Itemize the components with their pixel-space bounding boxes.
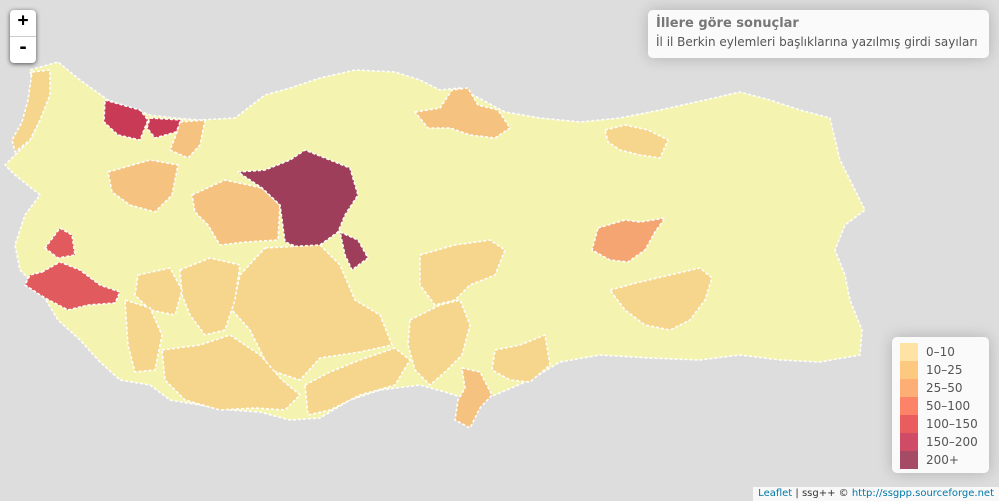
legend-swatch [900, 379, 918, 397]
info-subtitle: İl il Berkin eylemleri başlıklarına yazı… [656, 35, 978, 49]
legend-row: 25–50 [900, 379, 981, 397]
province-denizli[interactable] [124, 299, 163, 373]
leaflet-link[interactable]: Leaflet [758, 488, 793, 499]
legend-label: 25–50 [926, 381, 963, 395]
legend-swatch [900, 343, 918, 361]
zoom-control: + - [10, 10, 36, 63]
legend-row: 100–150 [900, 415, 981, 433]
info-title: İllere göre sonuçlar [656, 16, 799, 31]
ssgpp-link[interactable]: http://ssgpp.sourceforge.net [851, 488, 994, 499]
attribution-bar: Leaflet | ssg++ © http://ssgpp.sourcefor… [753, 487, 999, 501]
legend-label: 0–10 [926, 345, 955, 359]
province-konya[interactable] [231, 244, 393, 381]
info-panel: İllere göre sonuçlar İl il Berkin eyleml… [648, 10, 989, 58]
province-hatay[interactable] [454, 367, 493, 429]
legend-label: 200+ [926, 453, 959, 467]
legend-swatch [900, 433, 918, 451]
legend-row: 150–200 [900, 433, 981, 451]
province-kayseri[interactable] [419, 239, 506, 306]
legend-swatch [900, 415, 918, 433]
province-antalya[interactable] [161, 334, 301, 411]
legend-row: 50–100 [900, 397, 981, 415]
province-izmir[interactable] [44, 227, 76, 259]
province-ankara[interactable] [237, 149, 359, 249]
province-bursa[interactable] [107, 159, 179, 213]
province-samsun[interactable] [414, 87, 511, 139]
attribution-text: | ssg++ © [792, 488, 852, 499]
province-istanbul[interactable] [103, 99, 149, 141]
legend-label: 150–200 [926, 435, 978, 449]
legend-row: 0–10 [900, 343, 981, 361]
province-adana[interactable] [407, 299, 471, 386]
legend-label: 50–100 [926, 399, 971, 413]
province-izmir-south[interactable] [24, 261, 121, 311]
provinces-layer[interactable] [4, 61, 866, 429]
province-gaziantep[interactable] [491, 334, 551, 383]
province-sakarya[interactable] [169, 119, 206, 159]
province-afyon[interactable] [179, 257, 241, 336]
province-eskisehir[interactable] [191, 179, 281, 246]
province-diyarbakir[interactable] [609, 267, 713, 331]
legend-swatch [900, 361, 918, 379]
province-trabzon[interactable] [604, 124, 669, 159]
legend-row: 200+ [900, 451, 981, 469]
province-usak[interactable] [134, 267, 183, 316]
legend-label: 100–150 [926, 417, 978, 431]
province-edirne[interactable] [11, 69, 51, 153]
zoom-in-button[interactable]: + [10, 10, 36, 37]
province-mersin[interactable] [304, 347, 411, 416]
province-malatya[interactable] [591, 217, 666, 263]
province-kirsehir[interactable] [339, 231, 369, 271]
legend-row: 10–25 [900, 361, 981, 379]
legend-panel: 0–10 10–25 25–50 50–100 100–150 150–200 … [892, 337, 989, 473]
legend-label: 10–25 [926, 363, 963, 377]
zoom-out-button[interactable]: - [17, 37, 29, 58]
legend-swatch [900, 451, 918, 469]
legend-swatch [900, 397, 918, 415]
province-kocaeli[interactable] [146, 117, 183, 139]
